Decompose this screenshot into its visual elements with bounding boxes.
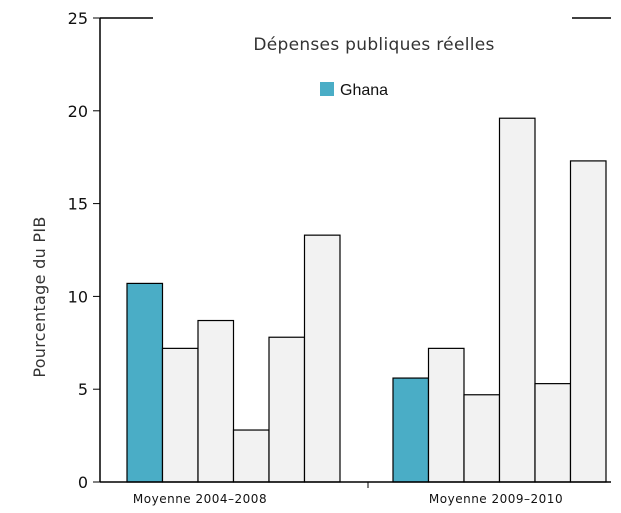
category-label-2: Moyenne 2009–2010 <box>429 492 563 506</box>
y-tick-label: 0 <box>78 473 88 492</box>
y-tick-label: 5 <box>78 380 88 399</box>
y-tick-label: 25 <box>68 9 88 28</box>
legend-swatch-ghana <box>320 82 334 96</box>
axes <box>99 17 611 488</box>
y-axis-ticks: 0 5 10 15 20 25 <box>68 9 100 492</box>
bar-group2-item3 <box>463 394 501 483</box>
y-axis-label: Pourcentage du PIB <box>30 216 49 377</box>
category-label-1: Moyenne 2004–2008 <box>133 492 267 506</box>
bar-group1-item2 <box>161 347 199 483</box>
y-tick-label: 15 <box>68 195 88 214</box>
chart-title: Dépenses publiques réelles <box>253 35 494 55</box>
bars <box>126 117 607 483</box>
legend-label-ghana: Ghana <box>340 82 388 99</box>
y-tick-label: 10 <box>68 287 88 306</box>
y-tick-label: 20 <box>68 102 88 121</box>
bar-group2-item4 <box>498 117 536 483</box>
bar-group2-item1 <box>392 377 430 483</box>
bar-group1-item5 <box>268 336 306 483</box>
bar-group2-item6 <box>569 160 607 483</box>
bar-group1-item4 <box>232 429 270 483</box>
bar-group1-item6 <box>303 234 341 483</box>
bar-group1-item1 <box>126 282 164 483</box>
bar-group2-item2 <box>427 347 465 483</box>
bar-group1-item3 <box>197 319 235 483</box>
bar-group2-item5 <box>534 383 572 483</box>
